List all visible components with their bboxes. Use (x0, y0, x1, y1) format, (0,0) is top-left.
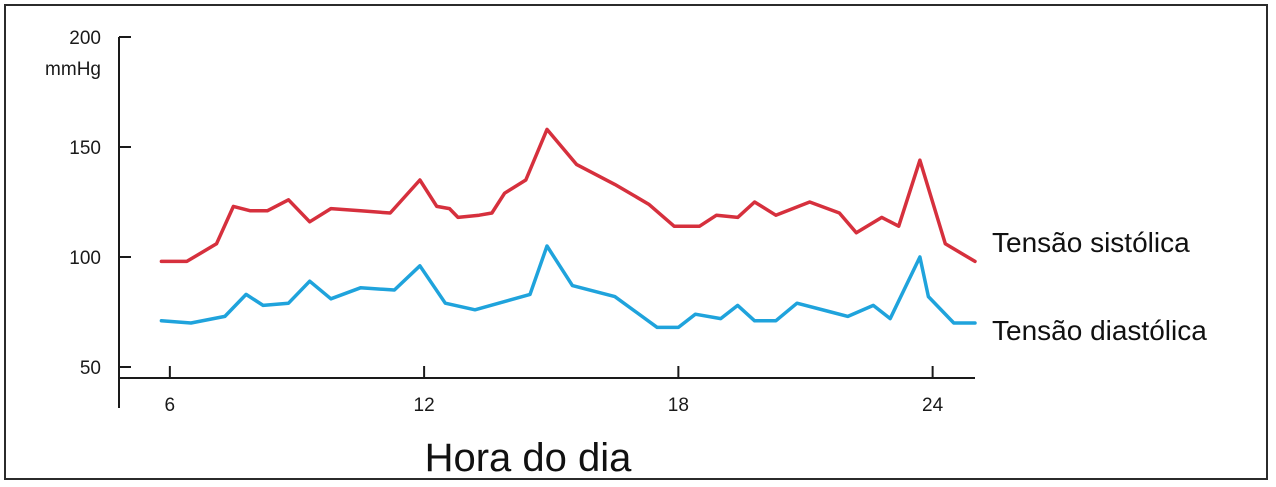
y-tick-label-50: 50 (80, 358, 101, 379)
chart-frame (4, 4, 1268, 480)
legend-label-diastolic: Tensão diastólica (992, 315, 1207, 346)
x-tick-label-12: 12 (414, 395, 435, 416)
y-tick-label-200: 200 (69, 28, 101, 49)
x-ticks: 6 12 18 24 (165, 366, 944, 416)
series-line-diastolic (159, 244, 977, 330)
y-ticks: 50 100 150 (69, 36, 131, 379)
series-line-systolic (159, 127, 977, 264)
legend-label-systolic: Tensão sistólica (992, 227, 1190, 258)
series-group (159, 127, 977, 330)
x-tick-label-18: 18 (668, 395, 689, 416)
x-tick-label-24: 24 (922, 395, 944, 416)
y-tick-label-150: 150 (69, 138, 101, 159)
x-axis-title: Hora do dia (425, 436, 633, 480)
y-tick-label-100: 100 (69, 248, 101, 269)
x-tick-label-6: 6 (165, 395, 176, 416)
y-axis-unit: mmHg (45, 59, 101, 80)
